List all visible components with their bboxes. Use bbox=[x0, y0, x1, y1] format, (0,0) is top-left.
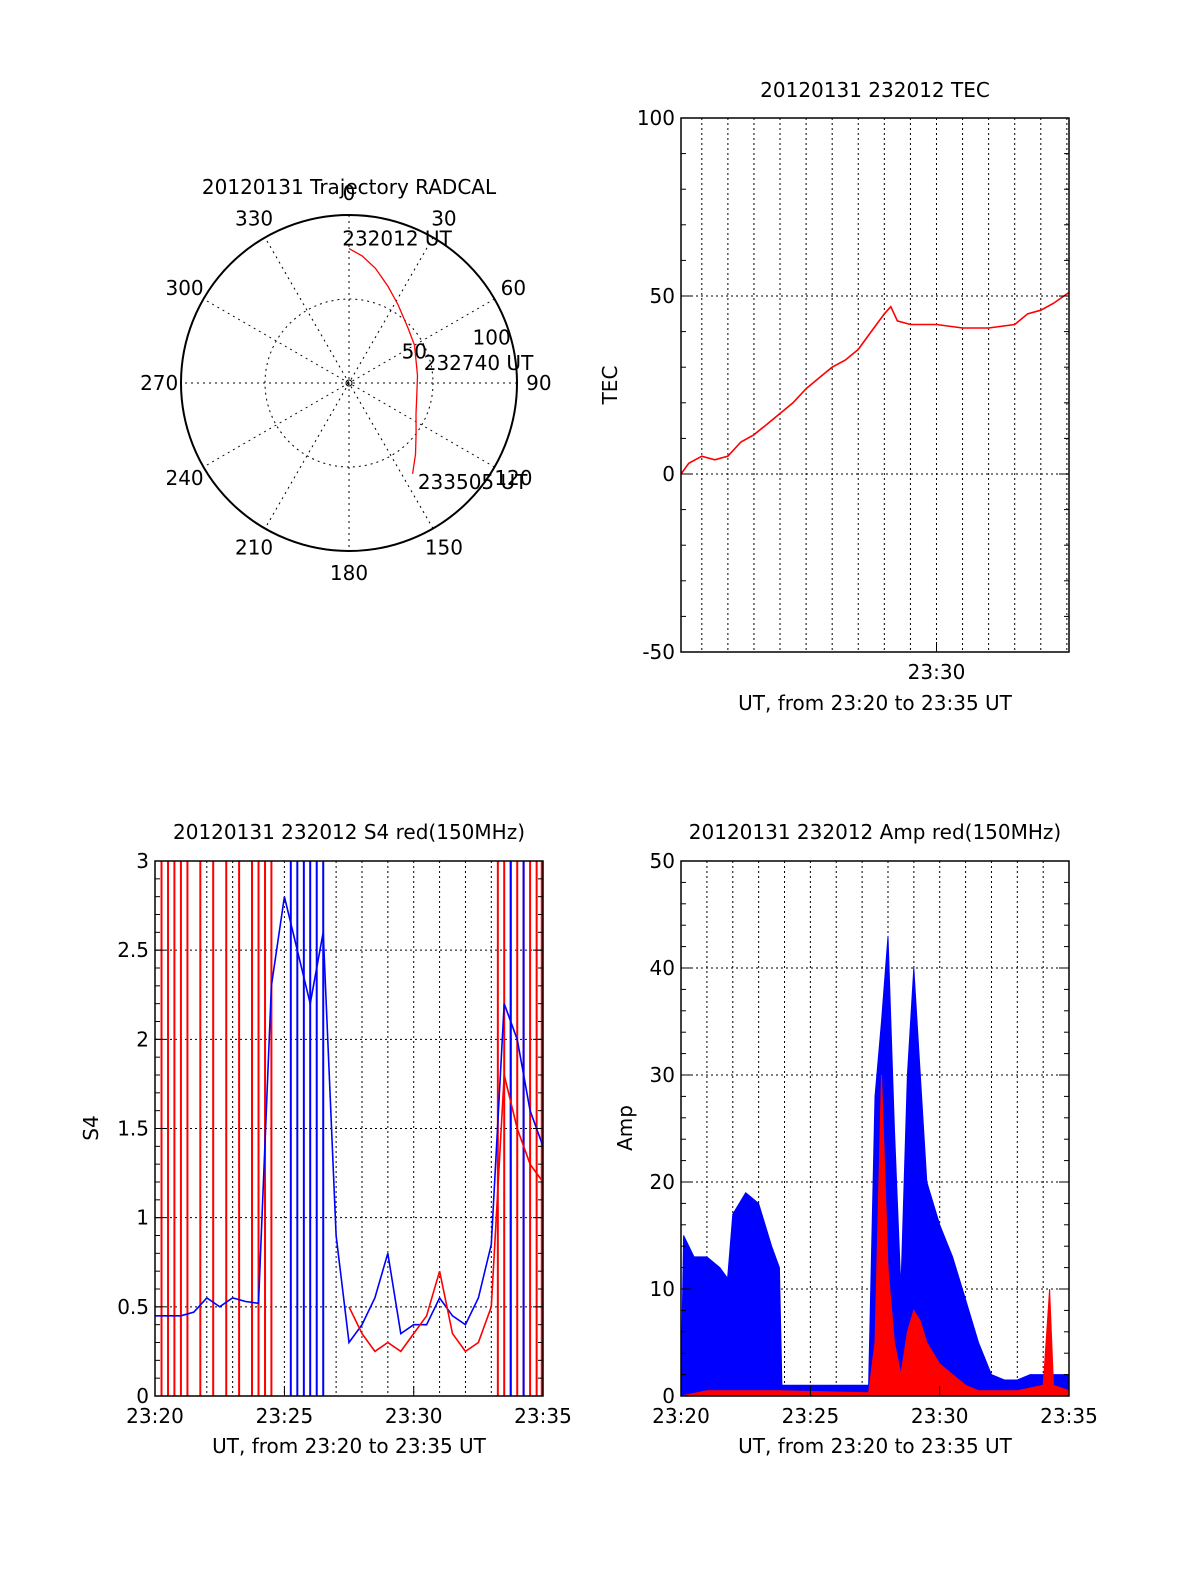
polar-trajectory bbox=[348, 248, 419, 474]
data-layer bbox=[681, 935, 1069, 1396]
polar-angle-label-0: 0 bbox=[343, 181, 356, 205]
tec-plot-area: -50 0 50 100 23:30 bbox=[637, 106, 1070, 684]
polar-angle-label-120: 120 bbox=[494, 466, 532, 490]
trajectory-annotation-2: 233505 UT bbox=[418, 470, 528, 494]
polar-angle-label-150: 150 bbox=[425, 535, 463, 559]
polar-angle-label-90: 90 bbox=[526, 371, 551, 395]
x-tick-label: 23:25 bbox=[256, 1404, 314, 1428]
polar-angle-label-60: 60 bbox=[501, 276, 526, 300]
y-tick-label: 50 bbox=[650, 284, 675, 308]
polar-center bbox=[345, 379, 353, 387]
tec-x-axis-label: UT, from 23:20 to 23:35 UT bbox=[738, 691, 1013, 715]
y-tick-label: 2 bbox=[136, 1027, 149, 1051]
polar-title: 20120131 Trajectory RADCAL bbox=[202, 175, 497, 199]
y-tick-label: 2.5 bbox=[117, 938, 149, 962]
y-tick-label: 20 bbox=[650, 1170, 675, 1194]
s4-x-axis-label: UT, from 23:20 to 23:35 UT bbox=[212, 1434, 487, 1458]
trajectory-annotation-0: 232012 UT bbox=[342, 227, 452, 251]
s4-title: 20120131 232012 S4 red(150MHz) bbox=[173, 820, 525, 844]
x-tick-label: 23:20 bbox=[126, 1404, 184, 1428]
polar-angle-label-240: 240 bbox=[165, 466, 203, 490]
amp-title: 20120131 232012 Amp red(150MHz) bbox=[689, 820, 1061, 844]
amp-chart: 20120131 232012 Amp red(150MHz) UT, from… bbox=[613, 820, 1098, 1458]
y-tick-label: 1 bbox=[136, 1206, 149, 1230]
y-tick-label: 1.5 bbox=[117, 1117, 149, 1141]
polar-angle-label-270: 270 bbox=[140, 371, 178, 395]
polar-angle-label-330: 330 bbox=[235, 207, 273, 231]
polar-annotations: 232012 UT 232740 UT 233505 UT bbox=[342, 227, 534, 494]
trajectory-annotation-1: 232740 UT bbox=[424, 351, 534, 375]
y-tick-label: 3 bbox=[136, 849, 149, 873]
s4-chart: 20120131 232012 S4 red(150MHz) UT, from … bbox=[79, 820, 572, 1458]
trajectory-line bbox=[348, 248, 419, 474]
plot-frame bbox=[680, 860, 1070, 1397]
series-blue-line bbox=[155, 896, 543, 1345]
tec-chart: 20120131 232012 TEC UT, from 23:20 to 23… bbox=[598, 78, 1070, 715]
x-tick-label: 23:30 bbox=[911, 1404, 969, 1428]
y-tick-label: -50 bbox=[642, 640, 675, 664]
s4-y-axis-label: S4 bbox=[79, 1115, 103, 1140]
amp-plot-area: 0 10 20 30 40 50 23:20 23:25 23:30 23:35 bbox=[650, 849, 1098, 1428]
amp-y-axis-label: Amp bbox=[613, 1105, 637, 1151]
s4-plot-area: 0 0.5 1 1.5 2 2.5 3 23:20 23:25 23:30 23:35 bbox=[117, 849, 572, 1428]
series-blue-area bbox=[681, 935, 1069, 1396]
series-red-line bbox=[348, 1074, 543, 1353]
grid-lines bbox=[681, 118, 1069, 652]
plot-frame bbox=[680, 117, 1070, 653]
polar-spoke-150 bbox=[264, 237, 434, 529]
tec-title: 20120131 232012 TEC bbox=[760, 78, 990, 102]
polar-angle-label-210: 210 bbox=[235, 535, 273, 559]
y-tick-label: 30 bbox=[650, 1063, 675, 1087]
series-red-area bbox=[681, 1074, 1069, 1396]
polar-angle-label-180: 180 bbox=[330, 561, 368, 585]
data-layer bbox=[155, 861, 543, 1396]
y-tick-label: 100 bbox=[637, 106, 675, 130]
polar-angle-label-30: 30 bbox=[431, 207, 456, 231]
polar-radius-label-100: 100 bbox=[473, 326, 511, 350]
polar-angle-label-300: 300 bbox=[165, 276, 203, 300]
x-tick-label: 23:30 bbox=[908, 660, 966, 684]
y-tick-label: 40 bbox=[650, 956, 675, 980]
y-tick-label: 0 bbox=[662, 462, 675, 486]
data-layer bbox=[681, 291, 1069, 475]
x-tick-label: 23:20 bbox=[652, 1404, 710, 1428]
y-tick-label: 0 bbox=[662, 1384, 675, 1408]
polar-grid bbox=[180, 214, 518, 552]
x-tick-label: 23:25 bbox=[782, 1404, 840, 1428]
trajectory-polar-chart: 20120131 Trajectory RADCAL 0 30 60 90 120 150… bbox=[140, 175, 552, 585]
x-tick-label: 23:30 bbox=[385, 1404, 443, 1428]
amp-x-axis-label: UT, from 23:20 to 23:35 UT bbox=[738, 1434, 1013, 1458]
y-tick-label: 0 bbox=[136, 1384, 149, 1408]
x-tick-label: 23:35 bbox=[1040, 1404, 1098, 1428]
y-tick-label: 50 bbox=[650, 849, 675, 873]
y-tick-label: 10 bbox=[650, 1277, 675, 1301]
y-tick-label: 0.5 bbox=[117, 1295, 149, 1319]
series-red-line bbox=[681, 291, 1069, 475]
tec-y-axis-label: TEC bbox=[598, 366, 622, 406]
x-tick-label: 23:35 bbox=[514, 1404, 572, 1428]
